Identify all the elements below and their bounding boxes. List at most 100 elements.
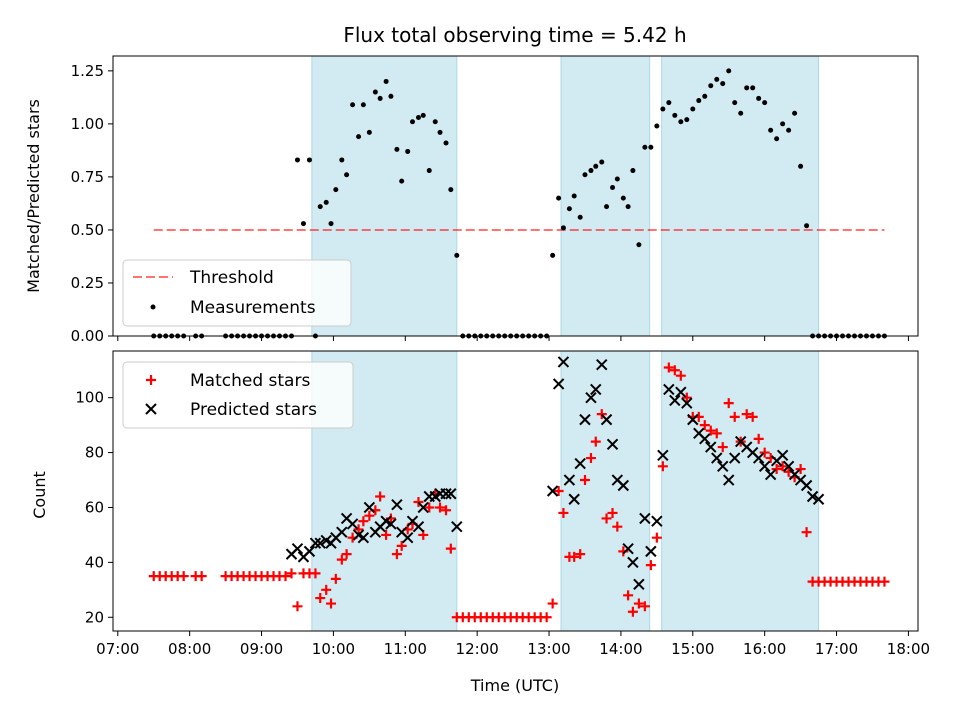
matched-star-point	[705, 425, 716, 436]
measurement-point	[792, 110, 798, 116]
measurement-point	[774, 136, 780, 142]
measurement-point	[372, 89, 378, 95]
predicted-star-point	[681, 397, 693, 409]
matched-star-point	[553, 486, 564, 496]
measurement-point	[443, 140, 449, 146]
x-tick-label: 09:00	[240, 640, 283, 658]
matched-star-point	[413, 496, 424, 507]
measurement-point	[666, 100, 672, 106]
observing-interval	[661, 350, 820, 632]
matched-star-point	[627, 606, 638, 617]
x-tick-label: 17:00	[815, 640, 858, 658]
matched-star-point	[601, 513, 612, 524]
legend-matched-swatch	[146, 375, 156, 385]
x-tick-label: 18:00	[887, 640, 930, 658]
predicted-star-point	[800, 479, 813, 492]
measurement-point	[454, 252, 460, 258]
measurement-point	[306, 157, 312, 163]
predicted-star-point	[806, 490, 819, 503]
predicted-star-point	[596, 359, 608, 371]
matched-star-point	[801, 527, 812, 538]
measurement-point	[714, 76, 720, 82]
measurement-point	[383, 78, 389, 84]
legend: Threshold Measurements	[122, 259, 352, 327]
predicted-star-point	[633, 578, 645, 591]
measurement-point	[642, 144, 648, 150]
matched-star-point	[321, 584, 332, 595]
measurement-point	[300, 221, 306, 227]
measurement-point	[744, 85, 750, 91]
y-tick-label: 60	[85, 498, 104, 516]
measurement-point	[566, 206, 572, 212]
x-tick-label: 07:00	[96, 640, 139, 658]
y-axis-label-bottom: Count	[30, 471, 49, 519]
measurement-point	[708, 83, 714, 89]
matched-star-point	[669, 365, 680, 376]
predicted-star-point	[705, 441, 717, 453]
predicted-star-point	[552, 378, 565, 390]
measurement-point	[610, 185, 616, 191]
measurement-point	[636, 242, 642, 248]
measurement-point	[768, 127, 774, 133]
chart-title: Flux total observing time = 5.42 h	[343, 23, 686, 47]
predicted-star-point	[729, 452, 741, 464]
matched-star-point	[596, 409, 607, 420]
measurement-point	[678, 119, 684, 125]
y-tick-label: 100	[75, 389, 104, 407]
measurement-point	[804, 223, 810, 229]
x-tick-label: 08:00	[168, 640, 211, 658]
measurement-point	[750, 85, 756, 91]
measurement-point	[409, 119, 415, 125]
predicted-star-point	[563, 474, 576, 486]
y-tick-label: 0.00	[71, 327, 104, 345]
measurement-point	[323, 199, 329, 205]
predicted-star-point	[600, 413, 613, 426]
matched-star-point	[569, 551, 580, 562]
measurement-point	[738, 110, 744, 116]
measurement-point	[432, 119, 438, 125]
matched-star-point	[753, 433, 764, 444]
matched-star-point	[741, 409, 752, 420]
measurement-point	[571, 193, 577, 199]
y-tick-label: 80	[85, 444, 104, 462]
predicted-star-point	[314, 537, 326, 549]
measurement-point	[317, 204, 323, 210]
predicted-star-point	[303, 545, 316, 558]
predicted-star-point	[557, 356, 570, 368]
x-tick-label: 16:00	[743, 640, 786, 658]
y-tick-label: 40	[85, 553, 104, 571]
predicted-star-point	[627, 556, 639, 569]
measurement-point	[415, 115, 421, 121]
measurement-point	[614, 176, 620, 182]
measurement-point	[582, 172, 588, 178]
y-tick-label: 1.25	[71, 62, 104, 80]
measurement-point	[366, 129, 372, 135]
predicted-star-point	[663, 383, 675, 396]
measurement-point	[732, 100, 738, 106]
y-axis-label-top: Matched/Predicted stars	[24, 99, 43, 293]
predicted-star-point	[657, 449, 669, 462]
predicted-star-point	[717, 460, 729, 473]
matched-star-point	[879, 576, 890, 587]
y-tick-label: 0.75	[71, 168, 104, 186]
matched-star-point	[607, 507, 618, 518]
y-tick-label: 20	[85, 608, 104, 626]
predicted-star-point	[645, 545, 657, 558]
counts-panel: 20 40 60 80 100 07:00 08:00 09:00 10:00 11:00 12:0…	[75, 350, 930, 658]
predicted-star-point	[291, 542, 304, 555]
matched-star-point	[639, 601, 650, 612]
predicted-star-point	[401, 531, 414, 544]
measurement-point	[405, 148, 411, 154]
measurement-point	[720, 81, 726, 87]
predicted-star-point	[776, 449, 789, 462]
predicted-star-point	[336, 526, 348, 538]
matched-star-point	[424, 502, 435, 513]
predicted-star-point	[412, 520, 425, 533]
matched-star-point	[717, 442, 728, 453]
measurement-point	[388, 93, 394, 99]
predicted-star-point	[639, 512, 651, 525]
measurement-point	[620, 195, 626, 201]
predicted-star-point	[752, 452, 765, 464]
axes-frame	[112, 55, 919, 337]
measurement-point	[756, 95, 762, 101]
